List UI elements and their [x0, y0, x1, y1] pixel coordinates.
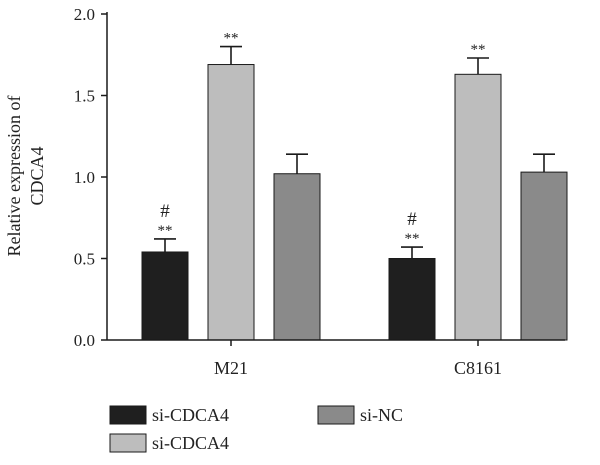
- x-tick-label: M21: [214, 358, 248, 378]
- y-tick-label: 0.5: [74, 250, 95, 269]
- significance-label: **: [405, 231, 420, 247]
- x-tick-label: C8161: [454, 358, 502, 378]
- significance-label: **: [158, 223, 173, 239]
- legend-label: si-CDCA4: [152, 405, 229, 425]
- y-tick-label: 1.0: [74, 168, 95, 187]
- y-tick-label: 1.5: [74, 87, 95, 106]
- significance-label: #: [160, 201, 170, 222]
- y-axis-title-line: Relative expression of: [4, 96, 24, 257]
- legend-label: si-NC: [360, 405, 403, 425]
- bar: [388, 258, 436, 341]
- y-tick-label: 2.0: [74, 5, 95, 24]
- y-axis-title: Relative expression of CDCA4: [4, 96, 47, 257]
- bar: [454, 73, 502, 341]
- legend-swatch: [109, 433, 147, 453]
- legend-swatch: [317, 405, 355, 425]
- significance-label: **: [224, 31, 239, 47]
- bar: [207, 64, 255, 341]
- y-tick-label: 0.0: [74, 331, 95, 350]
- bar: [273, 173, 321, 341]
- legend-label: si-CDCA4: [152, 433, 229, 453]
- plot-area: **#**#****: [141, 31, 568, 341]
- bar: [520, 171, 568, 341]
- y-axis-title-line: CDCA4: [27, 146, 47, 205]
- bar: [141, 251, 189, 341]
- legend: si-CDCA4 si-CDCA4 si-NC: [109, 405, 403, 453]
- significance-label: #: [407, 209, 417, 230]
- significance-label: **: [471, 42, 486, 58]
- axes: 0.0 0.5 1.0 1.5 2.0 M21 C8161 Relative expressi…: [4, 5, 565, 378]
- legend-swatch: [109, 405, 147, 425]
